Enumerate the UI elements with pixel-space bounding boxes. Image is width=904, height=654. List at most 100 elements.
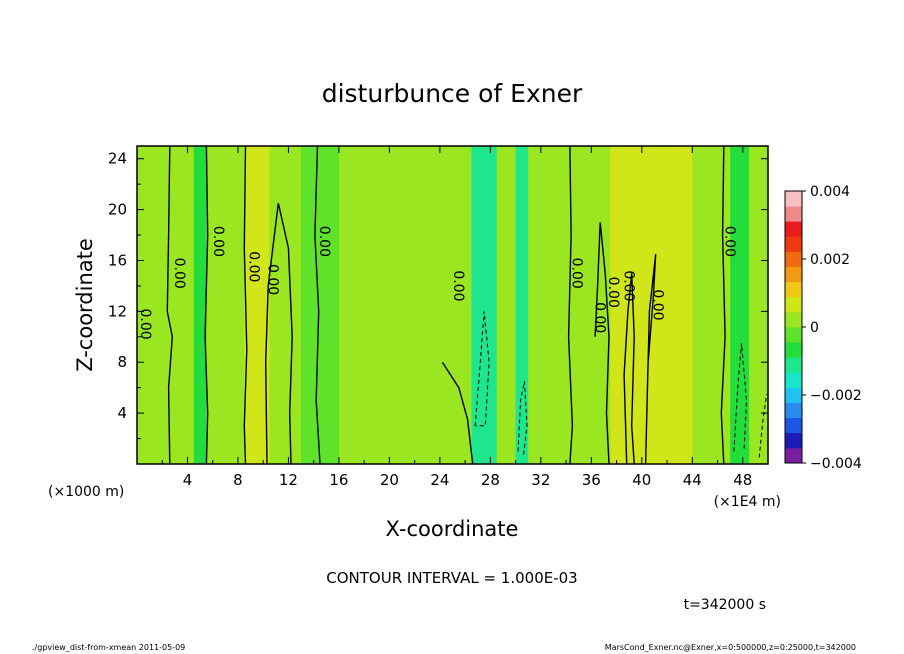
zero-contour-0 (166, 146, 174, 464)
x-unit-left: (×1000 m) (48, 484, 124, 500)
x-tick-label-4: 20 (380, 471, 399, 489)
colorbar-swatch-15 (785, 221, 802, 237)
field-band-11 (496, 146, 517, 464)
x-tick-label-6: 28 (481, 471, 500, 489)
x-tick-label-1: 8 (233, 471, 243, 489)
y-tick-label-2: 12 (108, 302, 127, 320)
time-label: t=342000 s (684, 597, 766, 613)
contour-label-1: 0.00 (171, 258, 187, 289)
colorbar-swatch-10 (785, 296, 802, 313)
contour-label-4: 0.00 (264, 264, 280, 295)
y-tick-label-5: 24 (108, 150, 127, 168)
colorbar-swatch-12 (785, 266, 802, 283)
y-axis-ticks: 4 8 12 16 20 24 (108, 150, 768, 440)
colorbar-tick-label-2: 0 (810, 320, 819, 336)
colorbar-swatch-4 (785, 387, 802, 403)
colorbar-swatch-3 (785, 402, 802, 419)
colorbar-swatch-5 (785, 372, 802, 388)
chart-title: disturbunce of Exner (322, 79, 583, 108)
x-axis-ticks: 4 8 12 16 20 24 28 32 36 40 44 48 (161, 146, 752, 489)
contour-label-12: 0.00 (721, 226, 737, 257)
contour-interval-note: CONTOUR INTERVAL = 1.000E-03 (326, 569, 577, 587)
field-bands (137, 146, 768, 464)
field-band-1 (168, 146, 195, 464)
field-band-19 (749, 146, 768, 464)
colorbar-tick-label-3: −0.002 (810, 388, 862, 404)
colorbar-swatch-7 (785, 342, 802, 358)
y-axis-label: Z-coordinate (73, 238, 97, 372)
colorbar-swatch-1 (785, 432, 802, 449)
field-band-5 (269, 146, 302, 464)
field-band-8 (389, 146, 447, 464)
colorbar-swatch-8 (785, 327, 802, 343)
x-tick-label-3: 16 (329, 471, 348, 489)
field-band-2 (193, 146, 207, 464)
zero-contour-1 (204, 146, 209, 464)
zero-contour-6 (567, 146, 574, 464)
field-band-12 (515, 146, 529, 464)
x-tick-label-10: 44 (683, 471, 702, 489)
zero-contour-2 (243, 146, 248, 464)
zero-contour-3 (264, 203, 293, 464)
colorbar-swatch-9 (785, 311, 802, 328)
x-tick-label-0: 4 (183, 471, 193, 489)
zero-contour-5 (441, 361, 474, 464)
plot-area (137, 146, 768, 464)
negative-contour-13 (733, 343, 748, 452)
x-tick-label-7: 32 (531, 471, 550, 489)
colorbar-tick-label-4: −0.004 (810, 456, 862, 472)
field-band-16 (660, 146, 693, 464)
x-tick-label-11: 48 (733, 471, 752, 489)
colorbar-swatch-2 (785, 417, 802, 434)
y-tick-label-4: 20 (108, 201, 127, 219)
footer-left: ./gpview_dist-from-xmean 2011-05-09 (32, 643, 185, 652)
contour-label-8: 0.00 (591, 302, 607, 333)
field-band-18 (730, 146, 750, 464)
contour-label-0: 0.00 (137, 308, 153, 339)
negative-contour-14 (758, 393, 768, 458)
zero-contour-7 (594, 222, 610, 464)
colorbar-swatch-14 (785, 236, 802, 252)
field-band-7 (338, 146, 390, 464)
colorbar-swatch-13 (785, 251, 802, 267)
colorbar-swatch-6 (785, 357, 802, 373)
contour-labels: 0.000.000.000.00 0.000.000.00 0.000.000.00… (137, 226, 737, 340)
colorbar-ticks: 0.004 0.002 0 −0.002 −0.004 (802, 184, 862, 472)
zero-contour-9 (644, 254, 657, 464)
colorbar-swatch-11 (785, 281, 802, 298)
zero-contour-8 (623, 273, 635, 464)
colorbar-swatch-16 (785, 206, 802, 222)
zero-contour-4 (314, 146, 321, 464)
x-tick-label-5: 24 (430, 471, 449, 489)
x-tick-label-2: 12 (279, 471, 298, 489)
x-axis-label: X-coordinate (386, 517, 519, 541)
contour-label-2: 0.00 (210, 226, 226, 257)
field-band-3 (206, 146, 245, 464)
contour-label-6: 0.00 (450, 270, 466, 301)
zero-contour-10 (720, 146, 726, 464)
contour-label-3: 0.00 (246, 251, 262, 282)
contour-lines (166, 146, 768, 464)
negative-contour-12 (517, 381, 528, 458)
colorbar-tick-label-0: 0.004 (810, 184, 850, 200)
colorbar-swatch-17 (785, 191, 802, 207)
y-tick-label-0: 4 (117, 404, 127, 422)
footer-right: MarsCond_Exner.nc@Exner,x=0:500000,z=0:2… (605, 643, 856, 652)
negative-contour-11 (474, 311, 490, 427)
plot-frame (136, 145, 769, 465)
contour-label-7: 0.00 (569, 258, 585, 289)
x-tick-label-8: 36 (582, 471, 601, 489)
contour-label-10: 0.00 (620, 270, 636, 301)
colorbar-swatch-0 (785, 447, 802, 464)
y-tick-label-1: 8 (117, 353, 127, 371)
contour-label-9: 0.00 (605, 277, 621, 308)
contour-label-5: 0.00 (316, 226, 332, 257)
field-band-10 (471, 146, 498, 464)
x-tick-label-9: 40 (632, 471, 651, 489)
contour-label-11: 0.00 (649, 289, 665, 320)
colorbar-tick-label-1: 0.002 (810, 252, 850, 268)
x-unit-right: (×1E4 m) (714, 494, 781, 510)
colorbar (784, 190, 803, 464)
field-band-0 (137, 146, 170, 464)
